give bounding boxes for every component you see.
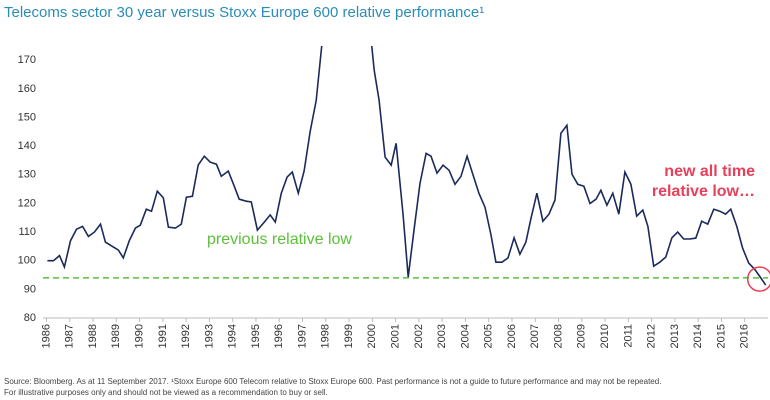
- source-note: For illustrative purposes only and shoul…: [4, 388, 328, 397]
- x-tick-label: 2011: [622, 324, 634, 348]
- plot-area: [47, 46, 767, 286]
- y-tick-label: 80: [24, 312, 36, 324]
- y-tick-label: 140: [18, 140, 36, 152]
- highlight-circle: [746, 266, 770, 292]
- y-tick-label: 100: [18, 255, 36, 267]
- x-tick-label: 1994: [227, 324, 239, 348]
- x-tick-label: 2002: [413, 324, 425, 348]
- x-tick-label: 2012: [646, 324, 658, 348]
- y-tick-label: 160: [18, 83, 36, 95]
- highlight-label: new all time: [664, 163, 755, 180]
- x-tick-label: 1993: [203, 324, 215, 348]
- x-tick-label: 2008: [552, 324, 564, 348]
- x-tick-label: 1990: [133, 324, 145, 348]
- y-tick-label: 110: [18, 226, 36, 238]
- x-tick-label: 1996: [273, 324, 285, 348]
- y-tick-label: 90: [24, 283, 36, 295]
- x-tick-label: 2014: [692, 324, 704, 348]
- x-tick-label: 1988: [87, 324, 99, 348]
- x-tick-label: 2013: [669, 324, 681, 348]
- x-tick-label: 1995: [250, 324, 262, 348]
- x-tick-label: 2016: [739, 324, 751, 348]
- chart-title: Telecoms sector 30 year versus Stoxx Eur…: [4, 4, 484, 21]
- x-tick-label: 2005: [483, 324, 495, 348]
- x-tick-label: 2009: [576, 324, 588, 348]
- x-tick-label: 2010: [599, 324, 611, 348]
- x-tick-label: 1999: [343, 324, 355, 348]
- y-tick-label: 150: [18, 111, 36, 123]
- x-tick-label: 1986: [40, 324, 52, 348]
- x-tick-label: 2006: [506, 324, 518, 348]
- x-tick-label: 2015: [715, 324, 727, 348]
- source-note: Source: Bloomberg. As at 11 September 20…: [4, 377, 661, 386]
- x-tick-label: 2003: [436, 324, 448, 348]
- x-tick-label: 1992: [180, 324, 192, 348]
- y-tick-label: 130: [18, 169, 36, 181]
- x-tick-label: 1991: [157, 324, 169, 348]
- y-tick-label: 120: [18, 197, 36, 209]
- x-tick-label: 1989: [110, 324, 122, 348]
- highlight-label: relative low…: [652, 183, 755, 200]
- x-tick-label: 2007: [529, 324, 541, 348]
- x-tick-label: 2001: [390, 324, 402, 348]
- reference-label: previous relative low: [207, 231, 352, 248]
- x-tick-label: 1997: [296, 324, 308, 348]
- x-tick-label: 1998: [320, 324, 332, 348]
- data-line: [47, 46, 767, 286]
- x-tick-label: 1987: [64, 324, 76, 348]
- x-tick-label: 2004: [459, 324, 471, 348]
- y-tick-label: 170: [18, 54, 36, 66]
- x-tick-label: 2000: [366, 324, 378, 348]
